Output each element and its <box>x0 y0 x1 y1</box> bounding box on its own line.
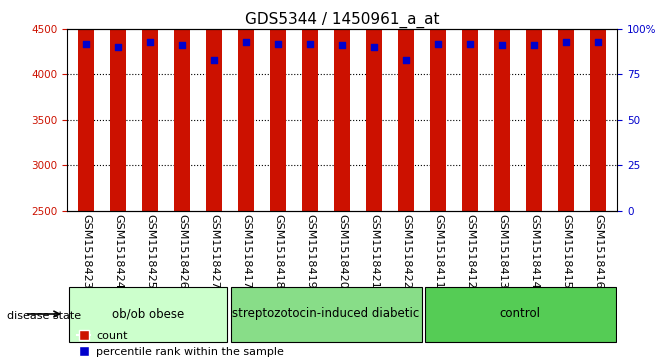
Bar <box>302 0 318 211</box>
Bar <box>526 0 542 211</box>
Point <box>113 44 123 50</box>
FancyBboxPatch shape <box>425 287 616 342</box>
Text: GSM1518425: GSM1518425 <box>146 214 155 289</box>
Text: GSM1518412: GSM1518412 <box>465 214 475 289</box>
Text: disease state: disease state <box>7 311 81 321</box>
Bar <box>366 0 382 211</box>
Point <box>561 39 572 45</box>
Bar <box>494 0 510 211</box>
Bar <box>590 0 606 211</box>
Bar <box>398 0 414 211</box>
Bar <box>174 0 191 211</box>
Point <box>305 41 315 46</box>
Text: GSM1518424: GSM1518424 <box>113 214 123 289</box>
Legend: count, percentile rank within the sample: count, percentile rank within the sample <box>72 327 289 361</box>
Text: GSM1518420: GSM1518420 <box>338 214 347 289</box>
Point <box>81 41 92 46</box>
Point <box>433 41 444 46</box>
Text: GSM1518413: GSM1518413 <box>497 214 507 289</box>
FancyBboxPatch shape <box>231 287 421 342</box>
Text: ob/ob obese: ob/ob obese <box>112 307 184 321</box>
Text: GSM1518415: GSM1518415 <box>561 214 571 289</box>
Point <box>241 39 252 45</box>
Point <box>273 41 284 46</box>
Title: GDS5344 / 1450961_a_at: GDS5344 / 1450961_a_at <box>245 12 440 28</box>
Text: GSM1518423: GSM1518423 <box>81 214 91 289</box>
Point <box>209 57 219 63</box>
Point <box>177 42 188 48</box>
Bar <box>334 0 350 211</box>
Text: streptozotocin-induced diabetic: streptozotocin-induced diabetic <box>232 307 419 321</box>
Text: GSM1518418: GSM1518418 <box>273 214 283 289</box>
Point <box>401 57 411 63</box>
Point <box>592 39 603 45</box>
Text: GSM1518419: GSM1518419 <box>305 214 315 289</box>
Bar <box>206 0 222 211</box>
Point <box>337 42 348 48</box>
Bar <box>238 0 254 211</box>
Point <box>497 42 507 48</box>
Bar <box>558 0 574 211</box>
Bar <box>79 0 95 211</box>
Bar <box>110 0 126 211</box>
Text: control: control <box>500 307 541 321</box>
Text: GSM1518426: GSM1518426 <box>177 214 187 289</box>
Point <box>145 39 156 45</box>
FancyBboxPatch shape <box>68 287 227 342</box>
Text: GSM1518421: GSM1518421 <box>369 214 379 289</box>
Point <box>369 44 380 50</box>
Bar <box>430 0 446 211</box>
Point <box>529 42 539 48</box>
Text: GSM1518411: GSM1518411 <box>433 214 443 289</box>
Text: GSM1518416: GSM1518416 <box>593 214 603 289</box>
Bar <box>142 0 158 211</box>
Text: GSM1518422: GSM1518422 <box>401 214 411 289</box>
Point <box>465 41 476 46</box>
Text: GSM1518417: GSM1518417 <box>242 214 251 289</box>
Bar <box>270 0 287 211</box>
Text: GSM1518427: GSM1518427 <box>209 214 219 289</box>
Text: GSM1518414: GSM1518414 <box>529 214 539 289</box>
Bar <box>462 0 478 211</box>
